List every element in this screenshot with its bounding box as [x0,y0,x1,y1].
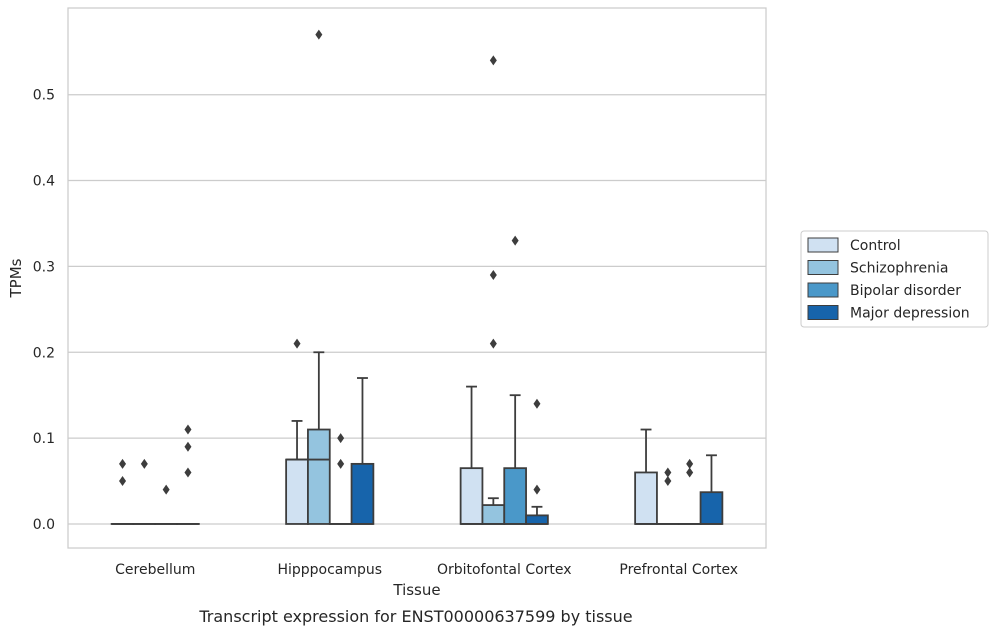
outlier-point [293,338,301,349]
legend-swatch [807,237,839,253]
outlier-point [686,467,694,478]
x-tick-label: Cerebellum [115,562,195,578]
box-group [656,467,680,525]
x-tick-label: Hipppocampus [277,562,382,578]
x-tick-label: Orbitofontal Cortex [437,562,572,578]
legend: Control Schizophrenia Bipolar disorder Majo… [800,230,989,328]
box-group [285,338,309,525]
box [525,514,549,525]
box [503,467,527,525]
outlier-point [664,476,672,487]
outlier-point [119,458,127,469]
box-group [459,385,484,525]
outlier-point [140,458,148,469]
y-tick-label: 0.3 [33,259,55,275]
outlier-point [533,398,541,409]
box [307,428,331,525]
legend-swatch [807,305,839,320]
box-group [525,398,549,525]
legend-swatch [807,282,839,298]
outlier-point [686,458,694,469]
outlier-point [489,269,497,280]
plot-frame [67,7,767,549]
y-axis-label: TPMs [7,258,25,298]
box [634,471,658,525]
y-tick-label: 0.5 [33,88,55,104]
outlier-point [337,458,345,469]
legend-label: Control [850,238,901,254]
box [699,491,724,525]
boxes [110,29,724,525]
box [459,467,484,525]
box-group [110,458,135,525]
outlier-point [119,476,127,487]
x-axis-label: Tissue [392,581,440,599]
outlier-point [184,467,192,478]
box-group [307,29,331,525]
y-tick-label: 0.4 [33,174,55,190]
outlier-point [184,424,192,435]
box-group [481,55,506,525]
y-tick-labels: 0.0 0.1 0.2 0.3 0.4 0.5 [33,88,55,533]
outlier-point [337,433,345,444]
outlier-point [489,338,497,349]
outlier-point [315,29,323,40]
x-tick-label: Prefrontal Cortex [619,562,738,578]
legend-frame [800,230,989,328]
box [285,458,309,525]
legend-label: Schizophrenia [850,261,948,277]
outlier-point [511,235,519,246]
x-tick-labels: Cerebellum Hipppocampus Orbitofontal Corte… [115,562,738,578]
box-group [634,428,658,525]
box [481,504,506,525]
legend-label: Bipolar disorder [850,283,961,299]
box-group [699,454,724,525]
y-tick-label: 0.1 [33,431,55,447]
box-group [328,433,353,525]
outlier-point [489,55,497,66]
outlier-point [533,484,541,495]
legend-label: Major depression [850,306,970,322]
chart-caption: Transcript expression for ENST0000063759… [198,607,632,626]
box-group [350,377,375,525]
outlier-point [162,484,170,495]
box-group [503,235,527,525]
box-group [176,424,200,525]
legend-swatch [807,260,839,275]
outlier-point [664,467,672,478]
y-tick-label: 0.2 [33,345,55,361]
y-tick-label: 0.0 [33,517,55,533]
outlier-point [184,441,192,452]
box [350,462,375,525]
